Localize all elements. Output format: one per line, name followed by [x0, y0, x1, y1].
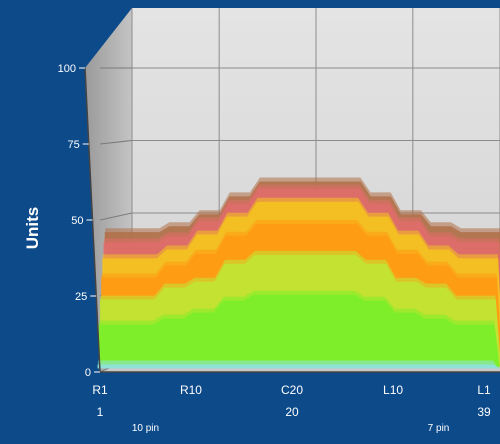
series-area-face: [97, 364, 500, 369]
y-tick-label: 75: [68, 139, 80, 151]
x-secondary-label: 39: [477, 405, 491, 419]
series-area: [98, 290, 500, 368]
y-tick-label: 0: [85, 367, 91, 379]
x-tick-label: L10: [383, 383, 403, 397]
x-tick-label: R1: [92, 383, 108, 397]
y-tick-label: 100: [58, 63, 76, 75]
x-tick-label: C20: [281, 383, 303, 397]
x-sub-label: 7 pin: [428, 423, 450, 434]
y-tick-label: 25: [75, 291, 87, 303]
x-secondary-label: 1: [97, 405, 104, 419]
axes: 0 25 50 75 100 R1 R10 C20 L10 L1 1 20 39 10 pin 7 pin: [58, 63, 500, 434]
y-gridline-side: [99, 212, 133, 221]
y-tick-label: 50: [71, 215, 83, 227]
x-secondary-label: 20: [285, 405, 299, 419]
x-tick-label: L1: [477, 383, 491, 397]
series-area-face: [98, 294, 500, 368]
series-area: [97, 360, 500, 369]
x-sub-label: 10 pin: [132, 423, 159, 434]
y-axis-title: Units: [23, 207, 42, 250]
series-group: [97, 177, 500, 369]
x-tick-label: R10: [180, 383, 202, 397]
y-gridline-side: [99, 140, 133, 145]
